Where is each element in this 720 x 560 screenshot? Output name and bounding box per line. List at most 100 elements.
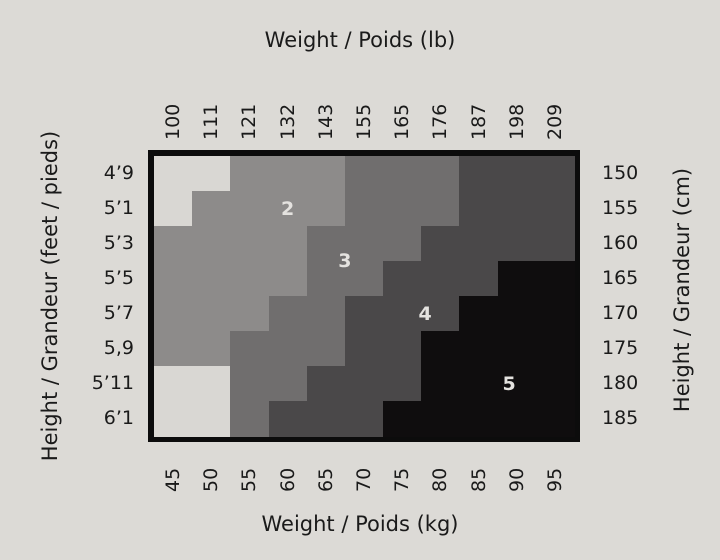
left-tick-label: 5’3 [103,231,134,254]
zone-label: 2 [281,197,295,220]
heatmap-cell [268,296,308,332]
heatmap-cell [421,226,461,262]
heatmap-cell [497,261,537,297]
left-tick-label: 6’1 [103,406,134,429]
heatmap-cell [192,366,231,402]
bottom-axis-title: Weight / Poids (kg) [261,512,459,536]
right-tick-label: 160 [602,231,639,254]
heatmap-cell [306,296,346,332]
zone-label: 3 [338,250,352,272]
heatmap-cell [421,191,461,227]
heatmap-cell [306,401,346,437]
heatmap-cell [192,156,231,192]
left-axis-title: Height / Grandeur (feet / pieds) [38,130,62,462]
top-tick-label: 198 [505,103,528,140]
zone-label: 5 [502,372,516,395]
heatmap-cell [154,366,193,402]
heatmap-cell [268,401,308,437]
bottom-tick-label: 45 [162,467,185,492]
heatmap-cell [459,191,499,227]
heatmap-cell [192,261,231,297]
heatmap-cell [459,401,499,437]
heatmap-cell [344,156,384,192]
heatmap-cell [383,191,422,227]
bottom-tick-label: 50 [200,467,223,492]
heatmap-cell [421,261,461,297]
heatmap-cell [497,191,537,227]
heatmap-cell [154,156,193,192]
bottom-tick-label: 90 [505,467,528,492]
heatmap-cell [421,296,461,332]
heatmap-cell [306,261,346,297]
left-tick-label: 5’7 [103,301,134,324]
heatmap-cell [230,331,270,367]
top-tick-label: 143 [314,103,337,140]
heatmap-cell [230,226,270,262]
heatmap-cell [383,331,422,367]
heatmap-cell [230,366,270,402]
top-tick-label: 165 [391,103,414,140]
heatmap-cell [535,296,575,332]
heatmap-cell [344,331,384,367]
bottom-tick-label: 70 [353,467,375,492]
heatmap-cell [154,226,193,262]
heatmap-cell [344,261,384,297]
heatmap-cell [497,156,537,192]
right-tick-label: 175 [602,336,639,359]
heatmap-cell [344,226,384,262]
heatmap-cell [383,261,422,297]
top-tick-label: 100 [162,103,185,140]
heatmap-cell [306,156,346,192]
heatmap-cell [154,331,193,367]
heatmap-cell [535,191,575,227]
heatmap-cell [421,331,461,367]
heatmap-cell [383,366,422,402]
heatmap-cell [383,226,422,262]
heatmap-cell [459,261,499,297]
top-tick-label: 176 [429,103,452,140]
heatmap-cell [192,191,231,227]
heatmap-cell [497,226,537,262]
heatmap-cell [230,261,270,297]
right-tick-label: 180 [602,371,639,394]
heatmap-cell [268,226,308,262]
bottom-tick-label: 95 [543,467,566,492]
heatmap-cell [344,191,384,227]
heatmap-cell [535,401,575,437]
heatmap-cell [383,296,422,332]
heatmap-cell [497,331,537,367]
heatmap-cell [268,156,308,192]
heatmap-cell [154,261,193,297]
heatmap-cell [154,401,193,437]
zone-label: 4 [418,302,432,325]
right-tick-label: 185 [602,406,639,429]
bottom-tick-label: 60 [276,467,299,492]
heatmap-cell [459,226,499,262]
heatmap-cell [192,401,231,437]
heatmap-cell [268,331,308,367]
heatmap-cell [230,401,270,437]
top-tick-label: 111 [200,103,223,140]
right-tick-label: 155 [602,196,639,219]
heatmap-cell [497,366,537,402]
heatmap-cell [459,156,499,192]
left-tick-label: 5’1 [103,196,134,219]
heatmap-cell [535,261,575,297]
heatmap-cell [383,156,422,192]
left-tick-label: 4’9 [103,161,134,184]
bottom-tick-label: 75 [391,467,414,492]
bottom-tick-label: 85 [467,467,490,492]
top-axis-title: Weight / Poids (lb) [264,28,456,52]
heatmap-cell [459,331,499,367]
left-tick-label: 5’11 [91,371,134,394]
heatmap-cell [459,296,499,332]
left-tick-label: 5,9 [103,336,134,359]
bottom-tick-label: 55 [238,467,261,492]
right-tick-label: 170 [602,301,639,324]
heatmap-cell [344,401,384,437]
top-tick-label: 155 [353,103,375,140]
heatmap-cell [497,401,537,437]
heatmap-cell [421,366,461,402]
right-tick-label: 150 [602,161,639,184]
top-tick-label: 121 [238,103,261,140]
